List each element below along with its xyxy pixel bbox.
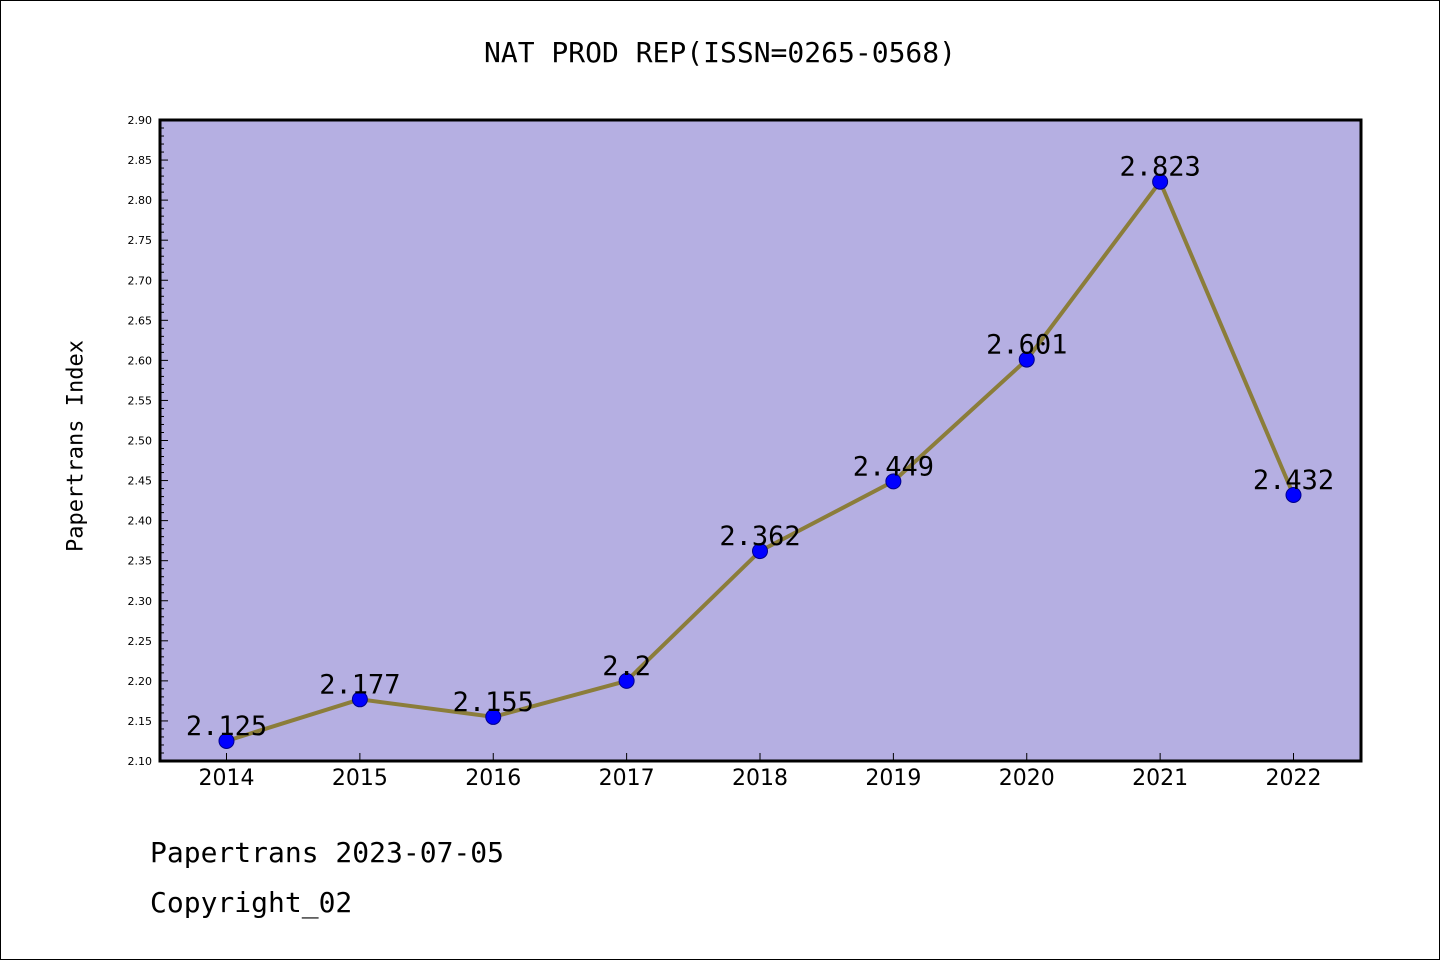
y-tick-label: 2.70 <box>128 274 153 287</box>
data-point-2018 <box>752 543 768 560</box>
plot-area <box>160 120 1361 761</box>
data-label-2022: 2.432 <box>1253 465 1334 496</box>
y-tick-label: 2.35 <box>128 555 153 568</box>
y-tick-label: 2.10 <box>128 755 153 768</box>
data-label-2016: 2.155 <box>453 687 534 718</box>
data-label-2015: 2.177 <box>319 669 400 700</box>
y-tick-label: 2.45 <box>128 475 153 488</box>
y-tick-label: 2.55 <box>128 394 153 407</box>
data-label-2021: 2.823 <box>1119 152 1200 183</box>
footer-copyright: Copyright_02 <box>150 886 353 919</box>
x-tick-label: 2015 <box>332 766 388 791</box>
y-tick-label: 2.85 <box>128 154 153 167</box>
x-tick-label: 2018 <box>732 766 788 791</box>
y-tick-label: 2.90 <box>128 114 153 127</box>
data-label-2017: 2.2 <box>602 651 651 682</box>
y-tick-label: 2.65 <box>128 314 153 327</box>
x-tick-label: 2022 <box>1266 766 1322 791</box>
data-point-2020 <box>1018 351 1035 368</box>
data-point-2019 <box>885 473 902 490</box>
data-point-2014 <box>218 732 235 749</box>
x-tick-label: 2021 <box>1132 766 1188 791</box>
y-tick-label: 2.75 <box>128 234 153 247</box>
data-point-2022 <box>1285 486 1302 503</box>
data-labels: 2.125 2.177 2.155 2.2 2.362 2.449 2.601 2.823 2.… <box>186 152 1334 742</box>
y-tick-label: 2.50 <box>128 435 153 448</box>
footer-source: Papertrans 2023-07-05 <box>150 836 505 869</box>
y-tick-label: 2.80 <box>128 194 153 207</box>
chart-title: NAT PROD REP(ISSN=0265-0568) <box>483 36 956 69</box>
plot-border <box>158 118 1363 763</box>
data-point-2015 <box>351 691 368 708</box>
data-point-2021 <box>1152 173 1169 190</box>
y-tick-label: 2.20 <box>128 675 153 688</box>
x-tick-label: 2014 <box>199 766 255 791</box>
series-markers <box>218 173 1302 749</box>
y-tick-label: 2.40 <box>128 515 153 528</box>
x-tick-label: 2017 <box>599 766 655 791</box>
y-tick-label: 2.60 <box>128 354 153 367</box>
data-label-2014: 2.125 <box>186 711 267 742</box>
x-tick-label: 2019 <box>865 766 921 791</box>
data-point-2017 <box>618 672 635 689</box>
data-label-2018: 2.362 <box>719 521 800 552</box>
data-label-2020: 2.601 <box>986 330 1067 361</box>
x-tick-label: 2016 <box>465 766 521 791</box>
data-point-2016 <box>485 708 502 725</box>
data-label-2019: 2.449 <box>853 451 934 482</box>
y-tick-label: 2.25 <box>128 635 153 648</box>
x-tick-label: 2020 <box>999 766 1055 791</box>
y-axis-ticks: 2.10 2.15 2.20 2.25 2.30 2.35 2.40 2.45 2.50 2.55… <box>128 114 168 768</box>
y-tick-label: 2.30 <box>128 595 153 608</box>
y-tick-label: 2.15 <box>128 715 153 728</box>
